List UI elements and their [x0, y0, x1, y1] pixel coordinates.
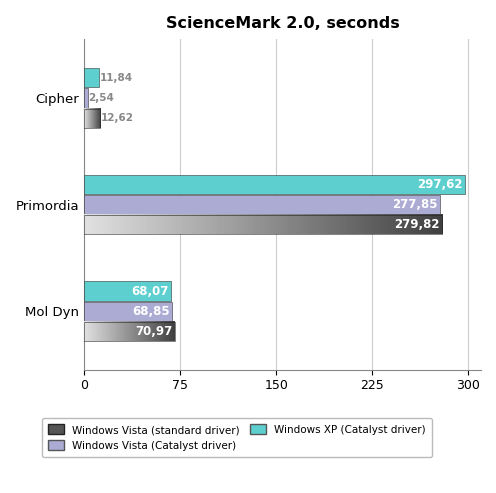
Text: 12,62: 12,62: [101, 113, 134, 123]
Bar: [84, 108, 101, 128]
Text: 2,54: 2,54: [88, 93, 114, 103]
Bar: [84, 215, 442, 234]
Bar: [84, 175, 465, 194]
Title: ScienceMark 2.0, seconds: ScienceMark 2.0, seconds: [166, 16, 400, 32]
Bar: [84, 302, 173, 321]
Text: 297,62: 297,62: [417, 178, 463, 191]
Legend: Windows Vista (standard driver), Windows Vista (Catalyst driver), Windows XP (Ca: Windows Vista (standard driver), Windows…: [42, 418, 432, 457]
Text: 68,85: 68,85: [132, 305, 170, 317]
Text: 11,84: 11,84: [100, 73, 133, 83]
Bar: [84, 88, 88, 107]
Text: 70,97: 70,97: [135, 325, 173, 338]
Text: 68,07: 68,07: [131, 284, 169, 297]
Bar: [84, 282, 172, 301]
Text: 279,82: 279,82: [394, 218, 440, 231]
Text: 277,85: 277,85: [392, 198, 437, 211]
Bar: [84, 195, 440, 214]
Bar: [84, 322, 175, 341]
Bar: [84, 69, 100, 87]
